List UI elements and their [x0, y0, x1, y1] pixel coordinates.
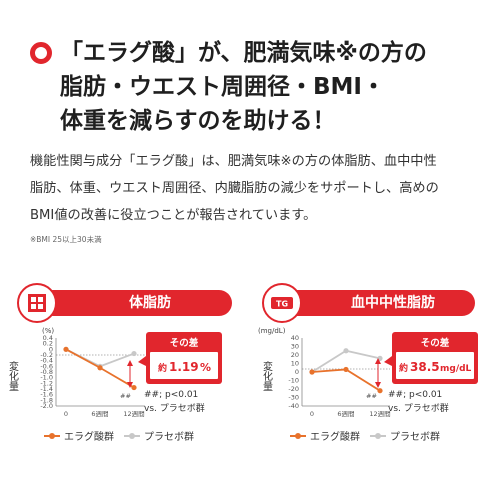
right-stat: ##; p<0.01: [388, 390, 442, 400]
chart-body-fat: (%) 変化量 0.40.20-0.2-0.4-0.6-0.8-1.0-1.2-…: [7, 327, 222, 418]
left-ytick-label: 0.2: [43, 340, 53, 348]
description: 機能性関与成分「エラグ酸」は、肥満気味※の方の体脂肪、血中中性 脂肪、体重、ウエ…: [30, 148, 485, 229]
left-ytick-label: -0.6: [40, 362, 53, 370]
right-xtick-label: 0: [310, 410, 314, 418]
legend-left-treatment: エラグ酸群: [64, 430, 114, 443]
right-callout-prefix: 約: [399, 362, 408, 374]
headline-line-2: 脂肪・ウエスト周囲径・BMI・: [60, 74, 385, 100]
body-fat-icon: [17, 283, 57, 323]
left-callout-label: その差: [170, 337, 199, 349]
right-point-treatment: [377, 388, 383, 394]
left-ytick-label: -1.8: [40, 396, 53, 404]
right-ytick-label: 40: [291, 334, 299, 342]
left-unit: (%): [42, 327, 54, 335]
left-ytick-label: -0.4: [40, 357, 53, 365]
right-stat2: vs. プラセボ群: [388, 402, 449, 414]
right-unit: (mg/dL): [258, 327, 286, 335]
right-ylabel: 変化量: [261, 360, 273, 391]
left-xtick-label: 12週間: [123, 409, 144, 418]
left-stat: ##; p<0.01: [144, 390, 198, 400]
legend-right-treatment: エラグ酸群: [310, 430, 360, 443]
left-ytick-label: -1.4: [40, 385, 53, 393]
left-ytick-label: -1.0: [40, 374, 53, 382]
legend-right-placebo: プラセボ群: [390, 430, 440, 443]
left-point-treatment: [97, 365, 103, 371]
left-point-placebo: [131, 350, 137, 357]
right-callout: その差 約 38.5 mg/dL: [384, 332, 478, 384]
footnote: ※BMI 25以上30未満: [30, 235, 102, 244]
left-ytick-label: -1.2: [40, 379, 53, 387]
right-sig-mark: ##: [366, 392, 377, 400]
right-ytick-label: -40: [288, 402, 299, 410]
right-ytick-label: -10: [288, 377, 299, 385]
red-ring-icon: [30, 42, 52, 64]
badge-tg-text: TG: [276, 300, 288, 309]
right-series-line-treatment: [311, 368, 381, 392]
left-xtick-label: 0: [64, 410, 68, 418]
left-ytick-label: 0.4: [43, 334, 53, 342]
legend-placebo-marker: [129, 433, 135, 439]
right-callout-label: その差: [421, 337, 450, 349]
left-callout: その差 約 1.19 %: [138, 332, 222, 384]
legend-left: エラグ酸群 プラセボ群: [44, 430, 194, 443]
description-line-3: BMI値の改善に役立つことが報告されています。: [30, 208, 317, 223]
left-xtick-label: 6週間: [91, 409, 108, 418]
left-ylabel: 変化量: [7, 360, 19, 391]
left-ytick-label: -0.8: [40, 368, 53, 376]
banner-triglyceride: 血中中性脂肪: [283, 290, 475, 316]
left-ytick-label: -1.6: [40, 391, 53, 399]
legend-right-treatment-marker: [295, 433, 301, 439]
right-ytick-label: 30: [291, 343, 299, 351]
right-ytick-label: 20: [291, 351, 299, 359]
left-ytick-label: -0.2: [40, 351, 53, 359]
left-sig-mark: ##: [120, 392, 131, 400]
right-point-treatment: [343, 366, 349, 373]
left-callout-prefix: 約: [158, 362, 167, 374]
left-point-treatment: [63, 346, 69, 352]
headline-line-1: 「エラグ酸」が、肥満気味※の方の: [60, 40, 427, 66]
triglyceride-icon: TG: [262, 283, 302, 323]
right-ytick-label: 10: [291, 360, 299, 368]
right-xtick-label: 6週間: [337, 409, 354, 418]
left-callout-unit: %: [200, 361, 211, 374]
right-ytick-label: 0: [295, 368, 299, 376]
headline-line-3: 体重を減らすのを助ける！: [60, 108, 336, 134]
right-point-treatment: [309, 369, 315, 375]
right-ytick-label: -20: [288, 385, 299, 393]
left-callout-value: 1.19: [169, 360, 199, 374]
banner-body-fat: 体脂肪: [40, 290, 232, 316]
legend-right: エラグ酸群 プラセボ群: [290, 430, 440, 443]
right-callout-value: 38.5: [410, 360, 440, 374]
left-ytick-label: -2.0: [40, 402, 53, 410]
left-stat2: vs. プラセボ群: [144, 402, 205, 414]
right-point-placebo: [343, 348, 349, 354]
legend-right-placebo-marker: [375, 433, 381, 439]
charts-area: (%) 変化量 0.40.20-0.2-0.4-0.6-0.8-1.0-1.2-…: [7, 327, 478, 443]
description-line-2: 脂肪、体重、ウエスト周囲径、内臓脂肪の減少をサポートし、高めの: [30, 181, 439, 196]
description-line-1: 機能性関与成分「エラグ酸」は、肥満気味※の方の体脂肪、血中中性: [30, 154, 437, 169]
legend-treatment-marker: [49, 433, 55, 439]
headline: 「エラグ酸」が、肥満気味※の方の 脂肪・ウエスト周囲径・BMI・ 体重を減らすの…: [30, 36, 490, 138]
left-ytick-label: 0: [49, 345, 53, 353]
right-ytick-label: -30: [288, 394, 299, 402]
left-point-treatment: [131, 384, 137, 391]
right-xtick-label: 12週間: [369, 409, 390, 418]
right-callout-unit: mg/dL: [440, 364, 472, 374]
legend-left-placebo: プラセボ群: [144, 430, 194, 443]
